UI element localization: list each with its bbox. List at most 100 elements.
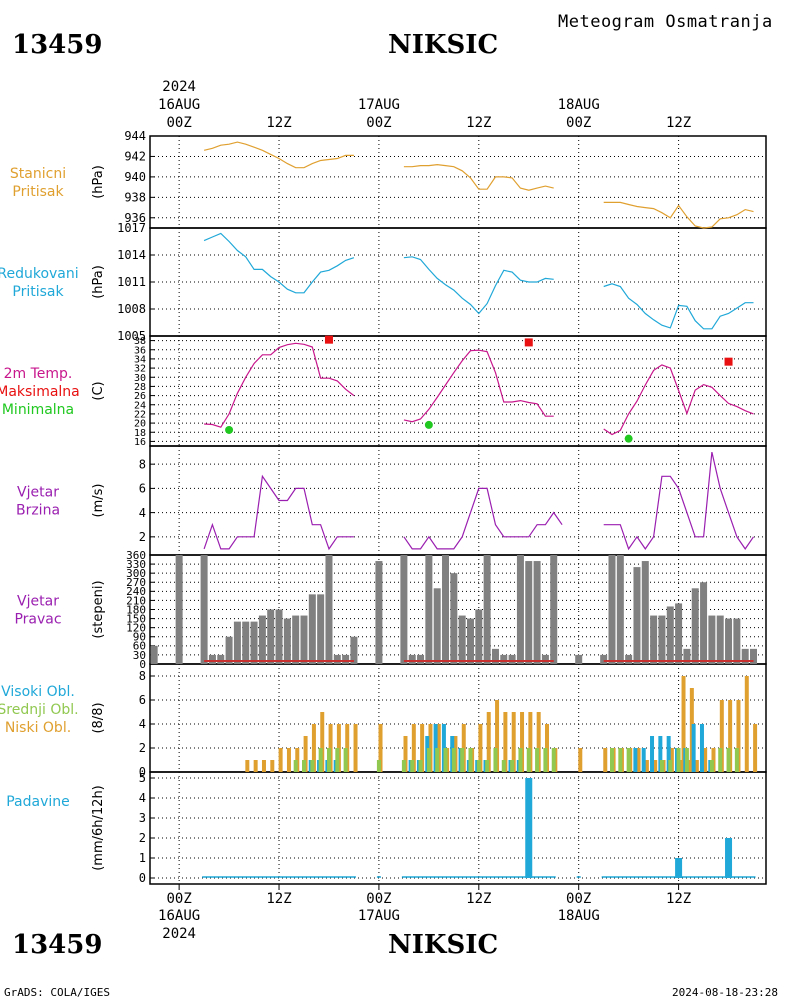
cloud-bar-1-34	[709, 760, 714, 772]
cloud-bar-1-32	[676, 748, 681, 772]
cloud-bar-1-0	[293, 760, 298, 772]
wind-dir-bar-57	[725, 618, 733, 664]
series-line-wind_speed-2	[603, 451, 754, 551]
panel-label-reduced: Pritisak	[12, 284, 64, 300]
cloud-bar-2-15	[403, 736, 408, 772]
unit-label-reduced: (hPa)	[91, 265, 106, 299]
cloud-bar-1-3	[318, 748, 323, 772]
cloud-bar-1-18	[485, 760, 490, 772]
top-date-label-0: 16AUG	[158, 97, 200, 113]
cloud-bar-1-20	[501, 760, 506, 772]
wind-dir-bar-58	[733, 618, 741, 664]
top-tick-label-4: 00Z	[566, 115, 591, 131]
cloud-bar-2-17	[420, 724, 425, 772]
cloud-bar-1-5	[335, 748, 340, 772]
bottom-tick-label-0: 00Z	[166, 891, 191, 907]
cloud-bar-1-14	[451, 748, 456, 772]
top-date-label-2: 17AUG	[358, 97, 400, 113]
ytick-label-precip: 0	[139, 871, 146, 885]
wind-dir-bar-18	[333, 654, 341, 664]
cloud-bar-1-31	[668, 760, 673, 772]
tmax-marker-2	[724, 357, 733, 366]
tmax-marker-1	[524, 338, 533, 347]
wind-dir-bar-6	[233, 621, 241, 664]
series-line-pressure-2	[603, 201, 754, 229]
ytick-label-wind_speed: 6	[139, 482, 146, 496]
cloud-bar-2-14	[378, 724, 383, 772]
top-tick-label-0: 00Z	[166, 115, 191, 131]
series-line-wind_speed-0	[203, 474, 354, 551]
wind-dir-bar-40	[550, 555, 558, 664]
ytick-label-pressure: 940	[124, 170, 146, 184]
cloud-bar-1-24	[535, 748, 540, 772]
cloud-bar-2-52	[744, 676, 749, 772]
cloud-bar-1-17	[476, 760, 481, 772]
wind-dir-bar-28	[450, 573, 458, 664]
cloud-bar-0-17	[641, 748, 646, 772]
cloud-bar-1-28	[618, 748, 623, 772]
ytick-label-wind_dir: 270	[126, 576, 146, 589]
panel-label-wind_dir: Pravac	[14, 612, 61, 628]
series-line-reduced-1	[403, 256, 554, 315]
series-line-reduced-2	[603, 283, 754, 330]
wind-dir-bar-8	[250, 621, 258, 664]
panel-label-clouds: Srednji Obl.	[0, 702, 79, 718]
wind-dir-bar-32	[483, 555, 491, 664]
ytick-label-temperature: 28	[134, 382, 146, 393]
ytick-label-wind_dir: 240	[126, 585, 146, 598]
ytick-label-precip: 2	[139, 831, 146, 845]
cloud-bar-2-41	[653, 760, 658, 772]
cloud-bar-1-36	[726, 748, 731, 772]
station-id-bottom: 13459	[12, 930, 103, 960]
panel-label-temperature: Minimalna	[2, 402, 74, 418]
cloud-bar-2-28	[511, 712, 516, 772]
wind-dir-bar-48	[650, 615, 658, 664]
cloud-bar-2-49	[719, 700, 724, 772]
wind-dir-bar-37	[525, 561, 533, 664]
unit-label-wind_speed: (m/s)	[91, 484, 106, 518]
cloud-bar-1-35	[718, 748, 723, 772]
bottom-year-label: 2024	[162, 926, 196, 942]
cloud-bar-2-53	[753, 724, 758, 772]
wind-dir-bar-24	[417, 654, 425, 664]
top-tick-label-1: 12Z	[266, 115, 291, 131]
wind-dir-bar-1	[175, 555, 183, 664]
ytick-label-wind_dir: 330	[126, 558, 146, 571]
precip-bar-1	[675, 858, 683, 878]
cloud-bar-1-15	[460, 748, 465, 772]
ytick-label-reduced: 1011	[117, 275, 146, 289]
wind-dir-bar-53	[691, 588, 699, 664]
ytick-label-wind_speed: 4	[139, 506, 146, 520]
wind-dir-bar-47	[641, 561, 649, 664]
series-line-pressure-1	[403, 163, 554, 191]
wind-dir-bar-17	[325, 555, 333, 664]
panel-label-wind_dir: Vjetar	[17, 594, 59, 610]
ytick-label-reduced: 1014	[117, 248, 146, 262]
wind-dir-bar-42	[600, 654, 608, 664]
panel-frame-temperature	[149, 335, 767, 447]
wind-dir-bar-43	[608, 555, 616, 664]
panel-frame-wind_speed	[149, 445, 767, 556]
cloud-bar-1-22	[518, 748, 523, 772]
cloud-bar-2-2	[261, 760, 266, 772]
wind-dir-bar-0	[150, 645, 158, 664]
wind-dir-bar-52	[683, 648, 691, 664]
series-line-temperature-1	[403, 349, 554, 423]
ytick-label-wind_dir: 60	[133, 640, 146, 653]
cloud-bar-2-31	[536, 712, 541, 772]
station-name-top: NIKSIC	[388, 30, 499, 60]
footer-timestamp: 2024-08-18-23:28	[672, 986, 778, 999]
cloud-bar-2-9	[320, 712, 325, 772]
ytick-label-wind_speed: 8	[139, 457, 146, 471]
ytick-label-pressure: 938	[124, 191, 146, 205]
ytick-label-precip: 5	[139, 771, 146, 785]
panel-frames	[149, 135, 767, 890]
precip-bar-2	[725, 838, 733, 878]
panel-label-wind_speed: Brzina	[16, 503, 60, 519]
cloud-bar-2-30	[528, 712, 533, 772]
top-tick-label-3: 12Z	[466, 115, 491, 131]
wind-dir-bar-55	[708, 615, 716, 664]
wind-dir-bar-9	[258, 615, 266, 664]
top-tick-label-2: 00Z	[366, 115, 391, 131]
